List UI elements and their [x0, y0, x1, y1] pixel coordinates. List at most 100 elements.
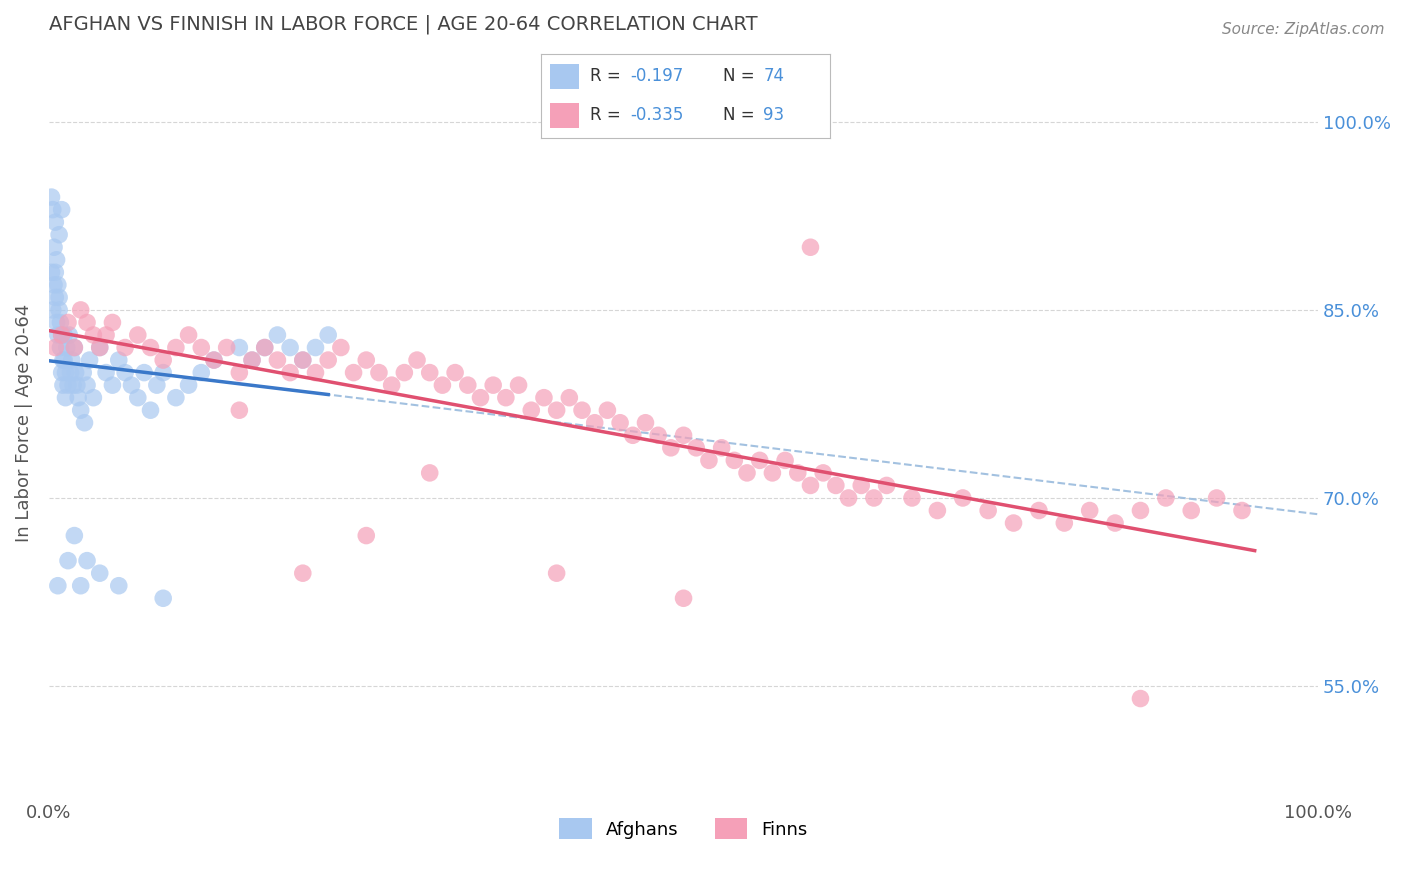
Point [546, 403, 568, 417]
Point [202, 353, 225, 368]
Point [253, 341, 276, 355]
Point [723, 453, 745, 467]
Point [672, 591, 695, 606]
Point [316, 328, 339, 343]
Point [215, 341, 238, 355]
Point [1053, 516, 1076, 530]
Point [329, 341, 352, 355]
Text: 74: 74 [763, 67, 785, 85]
Point [799, 478, 821, 492]
Point [63, 341, 86, 355]
Point [67, 391, 90, 405]
Point [596, 403, 619, 417]
Point [44, 341, 66, 355]
Point [165, 391, 187, 405]
Point [1180, 503, 1202, 517]
Point [79, 353, 101, 368]
Point [51, 366, 73, 380]
Point [59, 366, 82, 380]
Point [101, 378, 124, 392]
Point [748, 453, 770, 467]
Point [838, 491, 860, 505]
Point [51, 202, 73, 217]
Point [1129, 691, 1152, 706]
Point [876, 478, 898, 492]
Point [65, 366, 87, 380]
Point [45, 316, 67, 330]
Point [381, 378, 404, 392]
Point [48, 290, 70, 304]
Point [457, 378, 479, 392]
Point [546, 566, 568, 581]
Point [56, 378, 79, 392]
Point [76, 378, 98, 392]
Point [82, 328, 104, 343]
Point [190, 366, 212, 380]
Point [107, 579, 129, 593]
Point [901, 491, 924, 505]
Point [266, 328, 288, 343]
Point [356, 353, 378, 368]
Point [508, 378, 530, 392]
Point [356, 528, 378, 542]
Point [761, 466, 783, 480]
Point [634, 416, 657, 430]
Point [69, 403, 91, 417]
Point [621, 428, 644, 442]
Point [177, 328, 200, 343]
Point [342, 366, 364, 380]
Point [240, 353, 263, 368]
Point [121, 378, 143, 392]
Point [56, 316, 79, 330]
Point [228, 403, 250, 417]
Point [304, 341, 326, 355]
Point [735, 466, 758, 480]
Point [394, 366, 416, 380]
Point [583, 416, 606, 430]
Point [55, 391, 77, 405]
Point [46, 328, 69, 343]
Point [53, 353, 76, 368]
Point [46, 277, 69, 292]
Point [470, 391, 492, 405]
Point [58, 328, 80, 343]
Point [69, 302, 91, 317]
Point [1154, 491, 1177, 505]
Point [55, 366, 77, 380]
Point [253, 341, 276, 355]
Point [41, 265, 63, 279]
Point [89, 566, 111, 581]
Point [63, 341, 86, 355]
Point [165, 341, 187, 355]
Text: 93: 93 [763, 105, 785, 123]
Point [419, 466, 441, 480]
Point [278, 341, 301, 355]
Point [152, 591, 174, 606]
Point [799, 240, 821, 254]
Point [278, 366, 301, 380]
Point [41, 190, 63, 204]
Text: Source: ZipAtlas.com: Source: ZipAtlas.com [1222, 22, 1385, 37]
Y-axis label: In Labor Force | Age 20-64: In Labor Force | Age 20-64 [15, 303, 32, 541]
Text: N =: N = [723, 67, 759, 85]
Point [52, 353, 75, 368]
Point [685, 441, 707, 455]
Point [228, 341, 250, 355]
Bar [550, 103, 579, 128]
Point [76, 316, 98, 330]
Point [139, 341, 162, 355]
Point [291, 566, 314, 581]
Point [406, 353, 429, 368]
Point [52, 378, 75, 392]
Text: R =: R = [591, 67, 626, 85]
Point [82, 391, 104, 405]
Point [647, 428, 669, 442]
Point [419, 366, 441, 380]
Point [114, 341, 136, 355]
Point [202, 353, 225, 368]
Point [94, 328, 117, 343]
Point [45, 252, 67, 267]
Point [927, 503, 949, 517]
Point [977, 503, 1000, 517]
Point [291, 353, 314, 368]
